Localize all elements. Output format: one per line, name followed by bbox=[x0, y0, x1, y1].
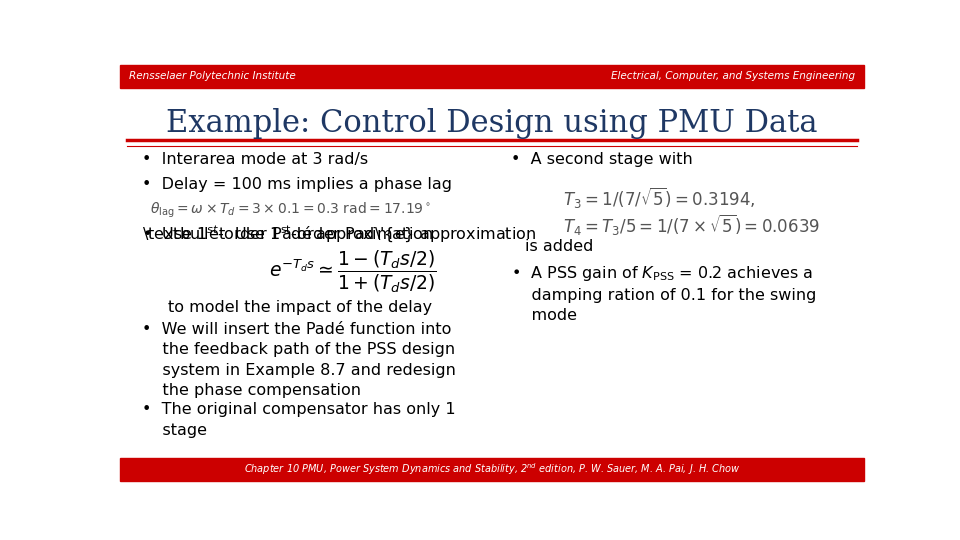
Text: Rensselaer Polytechnic Institute: Rensselaer Polytechnic Institute bbox=[129, 71, 296, 81]
Text: •  We will insert the Padé function into
    the feedback path of the PSS design: • We will insert the Padé function into … bbox=[142, 322, 456, 398]
Text: $T_3 = 1/(7/\sqrt{5}) = 0.3194,$: $T_3 = 1/(7/\sqrt{5}) = 0.3194,$ bbox=[563, 185, 756, 211]
Text: to model the impact of the delay: to model the impact of the delay bbox=[168, 300, 433, 315]
Text: •  A second stage with: • A second stage with bbox=[511, 152, 692, 167]
Text: Chapter 10 PMU, Power System Dynamics and Stability, 2$^{nd}$ edition, P. W. Sau: Chapter 10 PMU, Power System Dynamics an… bbox=[244, 461, 740, 477]
Text: $T_4 = T_3/5 = 1/(7 \times \sqrt{5}) = 0.0639$: $T_4 = T_3/5 = 1/(7 \times \sqrt{5}) = 0… bbox=[563, 212, 820, 238]
Text: Electrical, Computer, and Systems Engineering: Electrical, Computer, and Systems Engine… bbox=[611, 71, 855, 81]
Text: •  A PSS gain of $K_{\rm PSS}$ = 0.2 achieves a
    damping ration of 0.1 for th: • A PSS gain of $K_{\rm PSS}$ = 0.2 achi… bbox=[511, 264, 816, 323]
Text: $e^{-T_d s} \simeq \dfrac{1-(T_d s/2)}{1+(T_d s/2)}$: $e^{-T_d s} \simeq \dfrac{1-(T_d s/2)}{1… bbox=[269, 248, 436, 295]
Text: is added: is added bbox=[525, 239, 594, 254]
Text: $\theta_{\rm lag} = \omega \times T_d = 3 \times 0.1 = 0.3\ {\rm rad} = 17.19^\c: $\theta_{\rm lag} = \omega \times T_d = … bbox=[150, 201, 431, 220]
Bar bbox=[120, 65, 864, 87]
Text: Example: Control Design using PMU Data: Example: Control Design using PMU Data bbox=[166, 109, 818, 139]
Text: \textbullet  Use 1$^{\rm st}$-order Pad\'{e} approximation: \textbullet Use 1$^{\rm st}$-order Pad\'… bbox=[142, 224, 537, 245]
Text: •  Delay = 100 ms implies a phase lag: • Delay = 100 ms implies a phase lag bbox=[142, 177, 452, 192]
Text: •  Use 1$^{st}$-order Padé approximation: • Use 1$^{st}$-order Padé approximation bbox=[142, 224, 433, 245]
Text: •  Interarea mode at 3 rad/s: • Interarea mode at 3 rad/s bbox=[142, 152, 369, 167]
Text: •  The original compensator has only 1
    stage: • The original compensator has only 1 st… bbox=[142, 402, 456, 438]
Bar bbox=[120, 458, 864, 481]
